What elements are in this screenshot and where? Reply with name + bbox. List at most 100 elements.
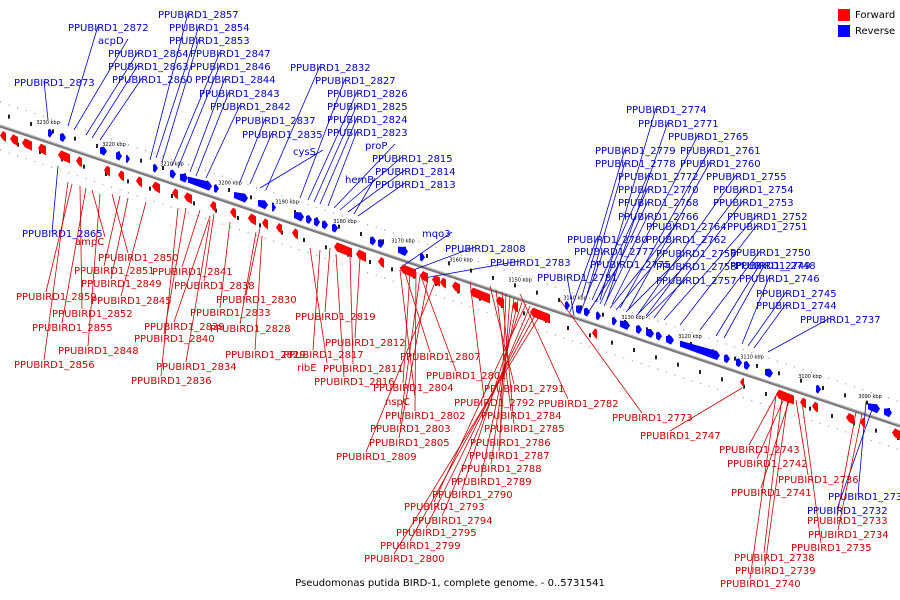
forward-gene-label: PPUBIRD1_2811 bbox=[323, 364, 404, 375]
forward-leader bbox=[499, 293, 507, 439]
axis-mark bbox=[127, 179, 129, 184]
legend-forward: Forward bbox=[838, 8, 900, 22]
reverse-leader bbox=[85, 51, 139, 136]
reverse-leader bbox=[43, 80, 49, 121]
reverse-gene-label: PPUBIRD1_2844 bbox=[195, 75, 276, 86]
forward-gene-label: PPUBIRD1_2804 bbox=[373, 383, 454, 394]
axis-mark bbox=[822, 385, 824, 390]
reverse-leader bbox=[149, 12, 189, 161]
forward-gene-label: PPUBIRD1_2816 bbox=[314, 377, 395, 388]
forward-leader bbox=[245, 227, 261, 296]
axis-mark bbox=[294, 209, 296, 214]
forward-gene-label: nspC bbox=[385, 397, 410, 408]
legend-reverse-label: Reverse bbox=[855, 25, 896, 37]
reverse-leader bbox=[591, 174, 649, 301]
reverse-gene bbox=[398, 246, 408, 256]
forward-leader bbox=[349, 255, 354, 365]
forward-gene bbox=[76, 156, 82, 168]
forward-gene bbox=[184, 192, 192, 204]
reverse-gene-label: PPUBIRD1_2759 bbox=[656, 249, 737, 260]
axis-mark bbox=[677, 362, 679, 367]
forward-gene-label: PPUBIRD1_2742 bbox=[727, 459, 808, 470]
forward-leader bbox=[87, 193, 101, 347]
reverse-leader bbox=[99, 77, 143, 141]
reverse-gene-label: PPUBIRD1_2826 bbox=[327, 89, 408, 100]
reverse-leader bbox=[299, 78, 346, 199]
axis-mark bbox=[325, 245, 327, 250]
reverse-gene-label: PPUBIRD1_2842 bbox=[210, 102, 291, 113]
forward-gene bbox=[452, 281, 460, 294]
reverse-gene-label: PPUBIRD1_2843 bbox=[199, 89, 280, 100]
reverse-gene bbox=[736, 358, 742, 368]
forward-gene-label: PPUBIRD1_2845 bbox=[91, 296, 172, 307]
reverse-leader bbox=[723, 263, 766, 339]
forward-leader bbox=[760, 397, 791, 489]
forward-gene-label: PPUBIRD1_2809 bbox=[336, 452, 417, 463]
axis-mark bbox=[765, 391, 767, 396]
forward-gene-label: PPUBIRD1_2855 bbox=[32, 323, 113, 334]
reverse-gene bbox=[170, 169, 176, 179]
reverse-leader bbox=[67, 25, 99, 127]
reverse-gene bbox=[60, 132, 66, 142]
reverse-gene-label: PPUBIRD1_2815 bbox=[372, 154, 453, 165]
forward-gene bbox=[432, 274, 440, 287]
reverse-gene-label: PPUBIRD1_2814 bbox=[375, 167, 456, 178]
reverse-gene-label: PPUBIRD1_2854 bbox=[169, 23, 250, 34]
forward-gene-label: PPUBIRD1_2840 bbox=[134, 334, 215, 345]
reverse-gene-label: PPUBIRD1_2783 bbox=[490, 258, 571, 269]
reverse-gene-label: hemB bbox=[345, 175, 374, 186]
reverse-leader bbox=[347, 169, 406, 213]
forward-gene-label: PPUBIRD1_2803 bbox=[370, 424, 451, 435]
gene-features bbox=[0, 128, 900, 440]
reverse-leader bbox=[679, 224, 758, 326]
reverse-gene-label: PPUBIRD1_2768 bbox=[618, 198, 699, 209]
reverse-leader bbox=[73, 38, 129, 131]
forward-gene bbox=[496, 296, 504, 308]
forward-leader bbox=[239, 231, 257, 325]
forward-gene bbox=[152, 181, 160, 194]
forward-leader bbox=[409, 309, 539, 542]
forward-leader bbox=[414, 271, 417, 412]
reverse-gene-label: PPUBIRD1_2780 bbox=[567, 235, 648, 246]
reverse-gene-label: PPUBIRD1_2745 bbox=[756, 289, 837, 300]
legend-reverse: Reverse bbox=[838, 24, 900, 38]
reverse-gene bbox=[420, 252, 425, 262]
forward-leader bbox=[490, 297, 515, 465]
reverse-gene-label: PPUBIRD1_2864 bbox=[108, 49, 189, 60]
reverse-gene-label: acpD bbox=[98, 36, 124, 47]
forward-leader bbox=[335, 253, 345, 378]
forward-gene bbox=[420, 270, 428, 283]
forward-gene-label: PPUBIRD1_2787 bbox=[469, 451, 550, 462]
forward-gene-label: PPUBIRD1_2782 bbox=[538, 399, 619, 410]
axis-mark bbox=[259, 223, 261, 228]
reverse-gene-label: PPUBIRD1_2781 bbox=[537, 273, 618, 284]
forward-gene-label: PPUBIRD1_2795 bbox=[396, 528, 477, 539]
axis-mark bbox=[875, 428, 877, 433]
forward-gene-label: PPUBIRD1_2794 bbox=[412, 516, 493, 527]
reverse-gene-label: PPUBIRD1_2824 bbox=[327, 115, 408, 126]
forward-gene-label: PPUBIRD1_2792 bbox=[454, 398, 535, 409]
reverse-gene bbox=[666, 335, 674, 345]
reverse-leader bbox=[423, 260, 521, 279]
reverse-gene-label: PPUBIRD1_2748 bbox=[735, 261, 816, 272]
reverse-leader bbox=[407, 246, 476, 273]
reverse-gene-label: PPUBIRD1_2751 bbox=[727, 222, 808, 233]
reverse-gene-label: PPUBIRD1_2737 bbox=[800, 315, 881, 326]
reverse-gene bbox=[596, 311, 601, 321]
reverse-leader bbox=[155, 25, 200, 159]
reverse-gene-label: PPUBIRD1_2779 bbox=[595, 146, 676, 157]
forward-gene-label: PPUBIRD1_2735 bbox=[791, 543, 872, 554]
axis-mark bbox=[250, 195, 252, 200]
kbp-tick-label: 3120 kbp bbox=[678, 334, 702, 340]
reverse-leader bbox=[599, 107, 657, 301]
forward-gene-label: PPUBIRD1_2739 bbox=[735, 566, 816, 577]
axis-mark bbox=[611, 340, 613, 345]
forward-gene bbox=[210, 200, 216, 212]
forward-gene bbox=[740, 377, 744, 388]
axis-mark bbox=[580, 305, 582, 310]
forward-gene bbox=[276, 222, 282, 234]
axis-mark bbox=[844, 393, 846, 398]
reverse-gene-label: PPUBIRD1_2757 bbox=[656, 276, 737, 287]
kbp-ticks: 3230 kbp 3220 kbp 3210 kbp 3200 kbp 3190 kbp… bbox=[36, 120, 882, 400]
reverse-leader bbox=[333, 143, 396, 209]
